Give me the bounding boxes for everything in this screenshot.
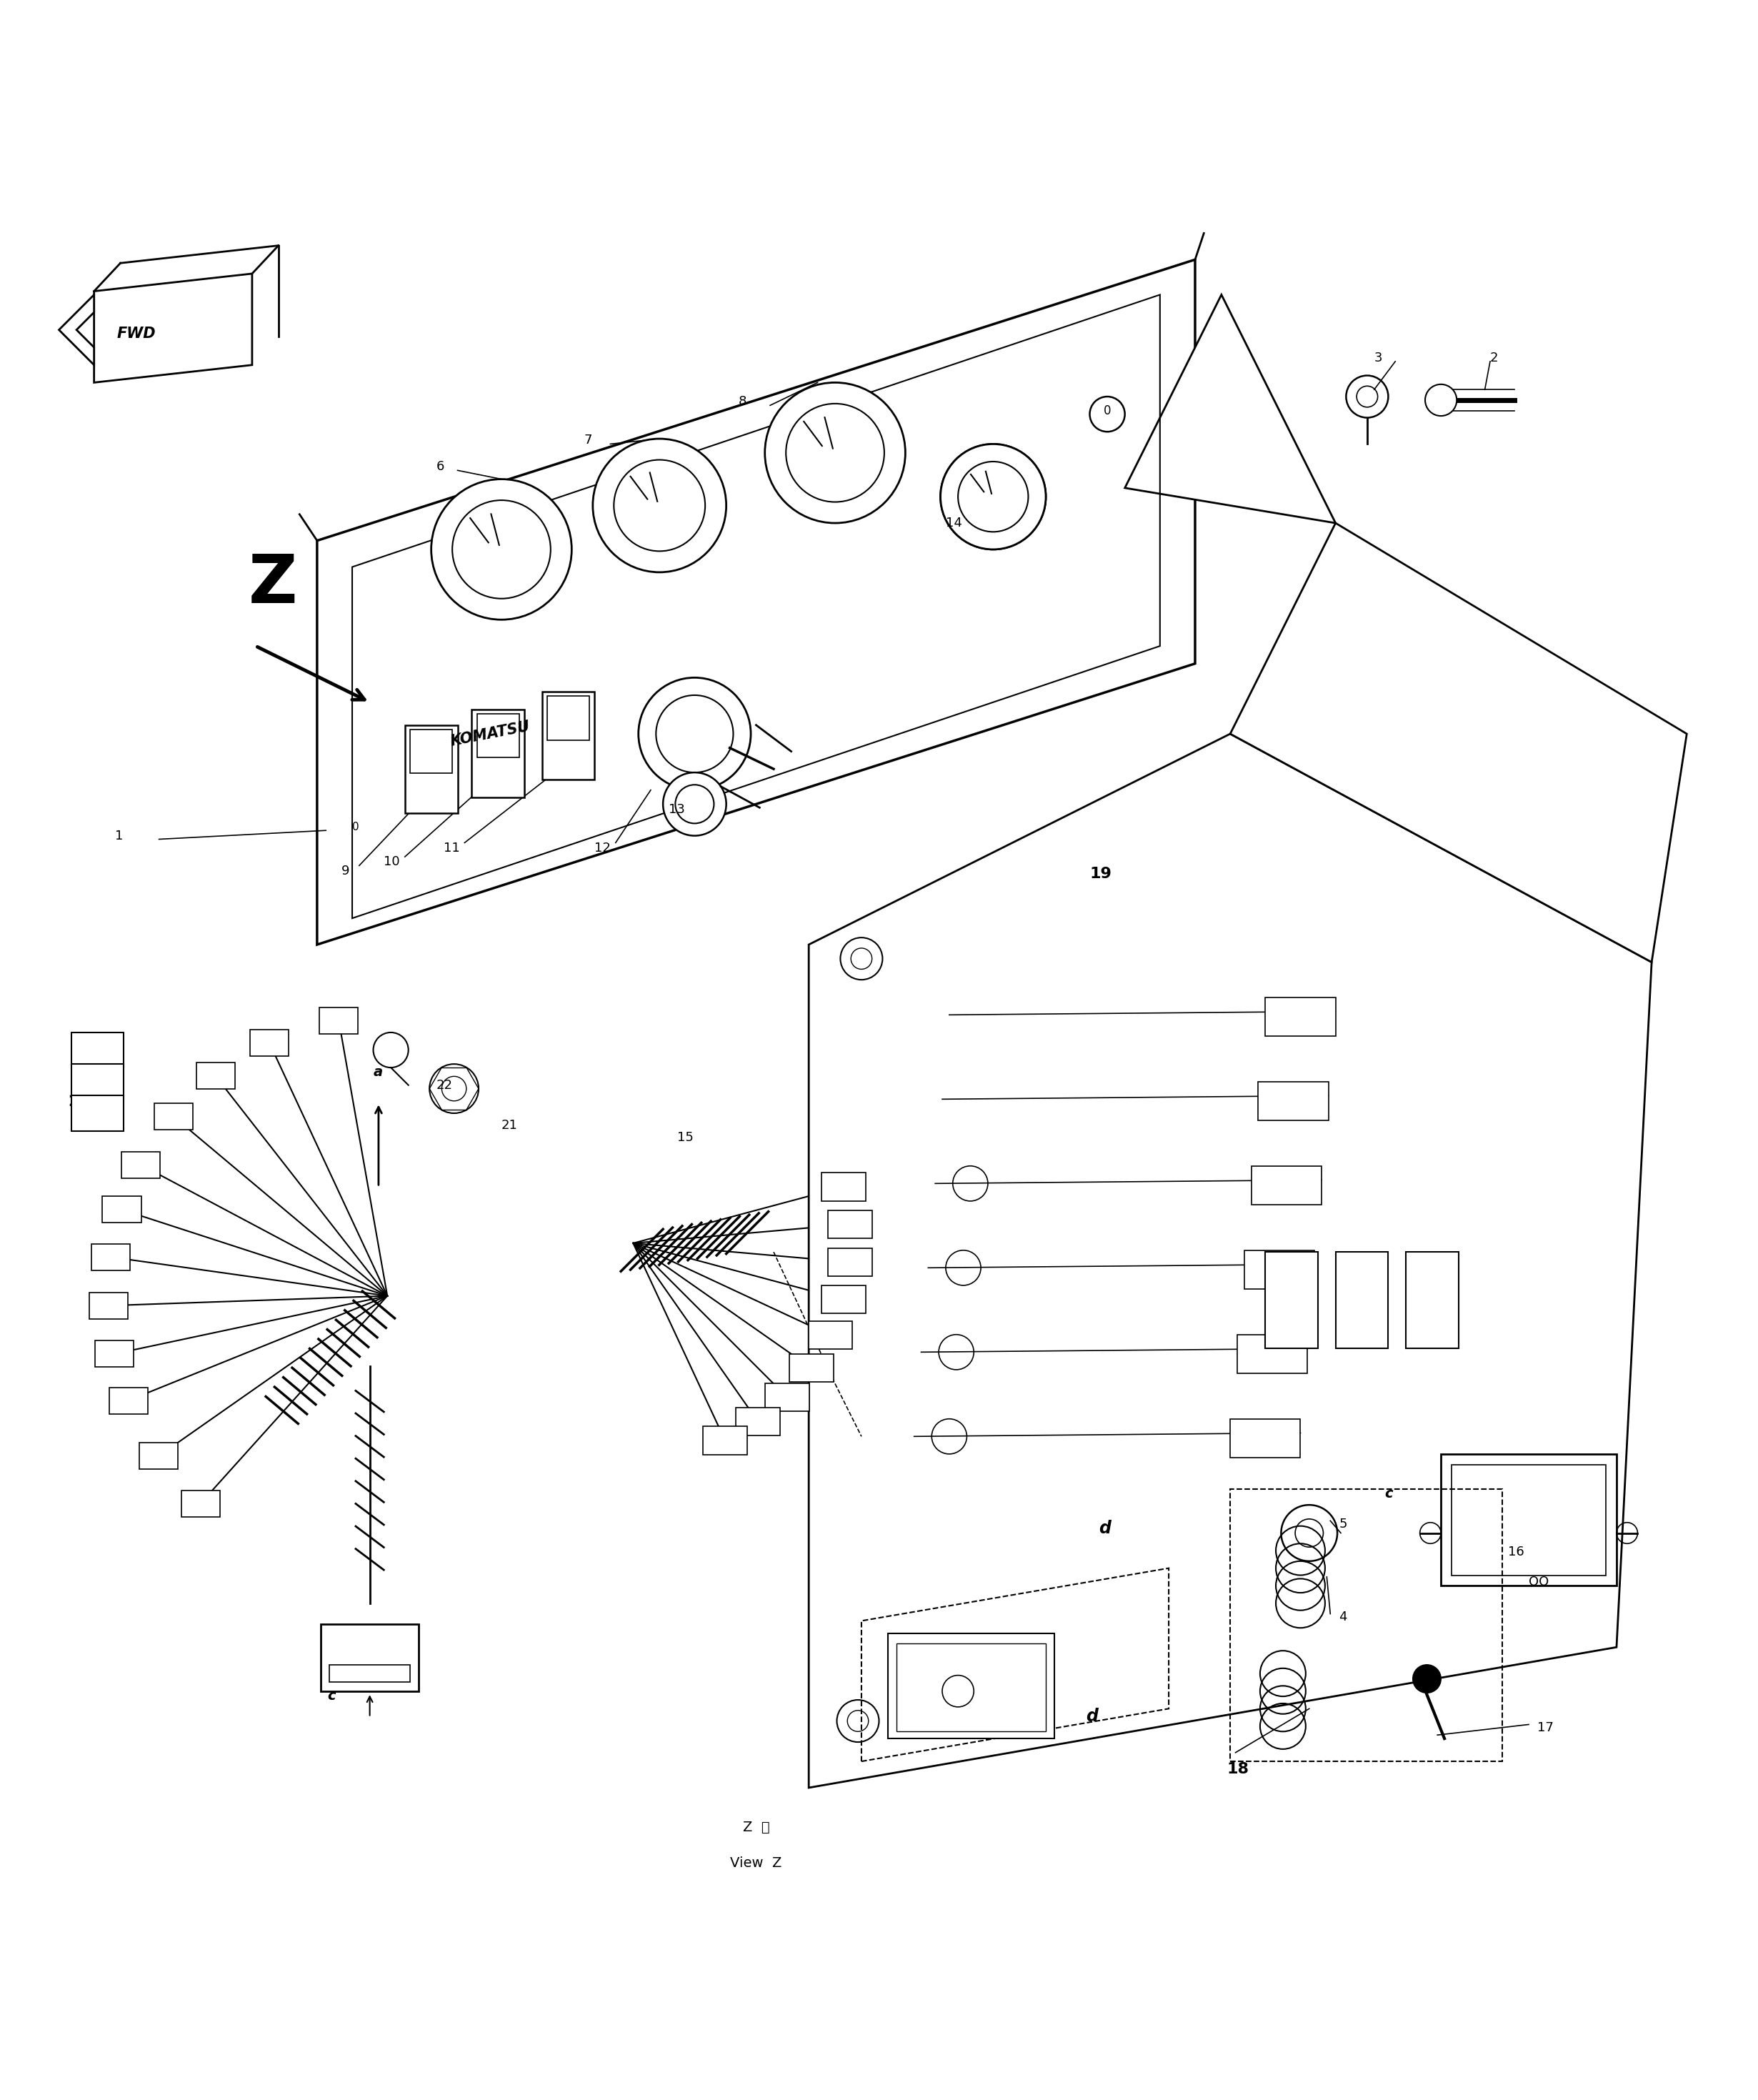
Bar (250, 1029, 288, 1056)
Bar (1245, 1250, 1315, 1289)
Text: 2: 2 (1491, 351, 1498, 363)
Bar (90, 1291, 128, 1319)
Bar (72, 1033, 123, 1067)
Text: Z: Z (248, 552, 297, 617)
Bar (1442, 1453, 1617, 1585)
Circle shape (765, 382, 905, 523)
Text: 8: 8 (738, 395, 747, 407)
Bar (181, 1491, 220, 1516)
Bar (109, 1388, 148, 1413)
Circle shape (941, 443, 1046, 550)
Bar (897, 1644, 1046, 1732)
Bar (404, 724, 457, 813)
Text: 13: 13 (668, 802, 684, 815)
Text: 19: 19 (1090, 867, 1111, 880)
Bar (320, 1625, 418, 1690)
Text: 17: 17 (1538, 1722, 1554, 1735)
Bar (809, 1321, 853, 1350)
Bar (476, 714, 519, 758)
Text: d: d (1086, 1707, 1099, 1724)
Bar (1252, 1166, 1322, 1205)
Bar (121, 1151, 160, 1178)
Bar (197, 1063, 236, 1090)
Text: 18: 18 (1227, 1762, 1248, 1777)
Bar (91, 1243, 130, 1270)
Text: 4: 4 (1340, 1611, 1347, 1623)
Bar (1259, 1082, 1329, 1119)
Bar (765, 1384, 809, 1411)
Text: 9: 9 (341, 865, 350, 878)
Bar (541, 691, 594, 779)
Bar (329, 1665, 410, 1682)
Bar (72, 1065, 123, 1098)
Bar (821, 1285, 865, 1315)
Text: 15: 15 (677, 1132, 693, 1144)
Bar (139, 1443, 178, 1470)
Polygon shape (809, 733, 1653, 1787)
Circle shape (663, 773, 726, 836)
Bar (1238, 1334, 1308, 1373)
Text: d: d (1099, 1520, 1111, 1537)
Text: a: a (373, 1065, 383, 1079)
Bar (320, 1008, 359, 1033)
Text: 7: 7 (584, 435, 592, 447)
Polygon shape (60, 294, 95, 365)
Text: KOMATSU: KOMATSU (448, 718, 531, 748)
Bar (888, 1634, 1055, 1739)
Text: 14: 14 (946, 517, 962, 529)
Text: 22: 22 (436, 1079, 454, 1092)
Text: Z  視: Z 視 (742, 1821, 770, 1835)
Text: c: c (327, 1688, 336, 1703)
Text: 5: 5 (1340, 1518, 1347, 1531)
Text: 6: 6 (436, 460, 445, 472)
Text: 11: 11 (443, 842, 461, 855)
Bar (1406, 1252, 1459, 1348)
Bar (828, 1247, 872, 1277)
Bar (1231, 1420, 1301, 1457)
Bar (703, 1426, 747, 1455)
Bar (821, 1172, 865, 1201)
Circle shape (592, 439, 726, 571)
Text: 20: 20 (69, 1094, 90, 1109)
Text: 3: 3 (1375, 351, 1382, 363)
Text: 12: 12 (594, 842, 610, 855)
Bar (155, 1102, 193, 1130)
Text: View  Z: View Z (730, 1856, 782, 1869)
Bar (102, 1197, 141, 1222)
Text: 21: 21 (501, 1119, 519, 1132)
Polygon shape (1231, 523, 1686, 962)
Text: 0: 0 (352, 821, 359, 832)
Bar (95, 1340, 134, 1367)
Circle shape (431, 479, 571, 619)
Bar (789, 1354, 833, 1382)
Bar (1266, 1252, 1318, 1348)
Circle shape (1426, 384, 1457, 416)
Bar (471, 710, 524, 798)
Bar (1452, 1464, 1607, 1575)
Text: 0: 0 (1104, 403, 1111, 418)
Text: 1: 1 (114, 830, 123, 842)
Bar (828, 1210, 872, 1239)
Bar (1266, 997, 1336, 1035)
Polygon shape (1125, 294, 1336, 523)
Bar (410, 729, 452, 773)
Circle shape (941, 443, 1046, 550)
Text: c: c (1385, 1487, 1392, 1501)
Text: FWD: FWD (116, 326, 156, 340)
Text: 16: 16 (1508, 1546, 1524, 1558)
Circle shape (1413, 1665, 1442, 1693)
Polygon shape (316, 260, 1195, 945)
Text: OO: OO (1529, 1575, 1549, 1588)
Bar (547, 695, 589, 739)
Polygon shape (95, 273, 251, 382)
Bar (72, 1096, 123, 1130)
Bar (1231, 1489, 1503, 1762)
Text: 10: 10 (383, 855, 401, 869)
Circle shape (638, 678, 751, 790)
Bar (737, 1407, 781, 1436)
Bar (1336, 1252, 1389, 1348)
